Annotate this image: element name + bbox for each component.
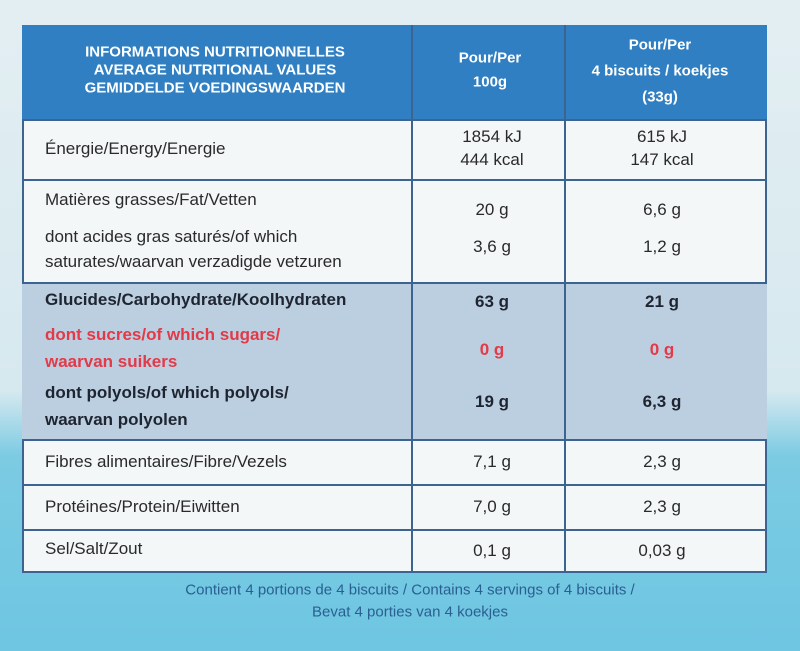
table-header-band [22, 25, 767, 120]
value-per-100g: 1854 kJ [462, 127, 522, 146]
row-divider [22, 439, 767, 441]
value-per-100g: 7,0 g [473, 497, 511, 516]
column-header: Pour/Per [628, 36, 692, 54]
value-per-portion: 1,2 g [643, 237, 681, 256]
nutrient-label: Sel/Salt/Zout [45, 539, 143, 558]
row-divider [22, 282, 767, 284]
column-divider [411, 25, 413, 573]
row-divider [22, 179, 767, 181]
value-per-portion: 21 g [644, 292, 680, 311]
header-title: GEMIDDELDE VOEDINGSWAARDEN [84, 79, 346, 97]
nutrient-label: Glucides/Carbohydrate/Koolhydraten [45, 290, 347, 309]
header-title: INFORMATIONS NUTRITIONNELLES [85, 43, 345, 61]
column-header: Pour/Per [458, 49, 522, 67]
column-header: 100g [472, 73, 508, 91]
nutrient-label: Énergie/Energy/Energie [45, 139, 226, 158]
nutrient-label: dont acides gras saturés/of which [45, 227, 298, 246]
nutrient-label: waarvan polyolen [45, 410, 188, 429]
nutrient-label: dont polyols/of which polyols/ [45, 383, 289, 402]
value-per-portion: 6,6 g [643, 200, 681, 219]
value-per-100g: 63 g [474, 292, 510, 311]
value-per-100g: 20 g [475, 200, 509, 219]
row-divider [22, 484, 767, 486]
value-per-portion: 0,03 g [638, 541, 686, 560]
column-header: (33g) [642, 88, 678, 106]
value-per-100g: 19 g [474, 392, 510, 411]
value-per-100g: 3,6 g [473, 237, 511, 256]
nutrient-label: dont sucres/of which sugars/ [45, 325, 281, 344]
value-per-100g: 0,1 g [473, 541, 511, 560]
header-title: AVERAGE NUTRITIONAL VALUES [93, 61, 337, 79]
nutrient-label: Matières grasses/Fat/Vetten [45, 190, 257, 209]
value-per-100g: 444 kcal [460, 150, 524, 169]
carbohydrate-band [22, 283, 767, 440]
nutrient-label: Protéines/Protein/Eiwitten [45, 497, 240, 516]
nutrient-label: saturates/waarvan verzadigde vetzuren [45, 252, 342, 271]
value-per-portion: 147 kcal [630, 150, 694, 169]
row-divider [22, 529, 767, 531]
footer-note: Contient 4 portions de 4 biscuits / Cont… [185, 581, 635, 599]
value-per-portion: 2,3 g [643, 497, 681, 516]
value-per-portion: 6,3 g [642, 392, 682, 411]
nutrient-label: Fibres alimentaires/Fibre/Vezels [45, 452, 287, 471]
value-per-portion: 2,3 g [643, 452, 681, 471]
nutrient-label: waarvan suikers [45, 352, 178, 371]
value-per-100g: 7,1 g [473, 452, 511, 471]
row-divider [22, 119, 767, 121]
value-per-portion: 0 g [649, 340, 675, 359]
value-per-100g: 0 g [479, 340, 505, 359]
footer-note: Bevat 4 porties van 4 koekjes [312, 603, 508, 621]
column-divider [564, 25, 566, 573]
column-header: 4 biscuits / koekjes [591, 62, 729, 80]
value-per-portion: 615 kJ [636, 127, 688, 146]
